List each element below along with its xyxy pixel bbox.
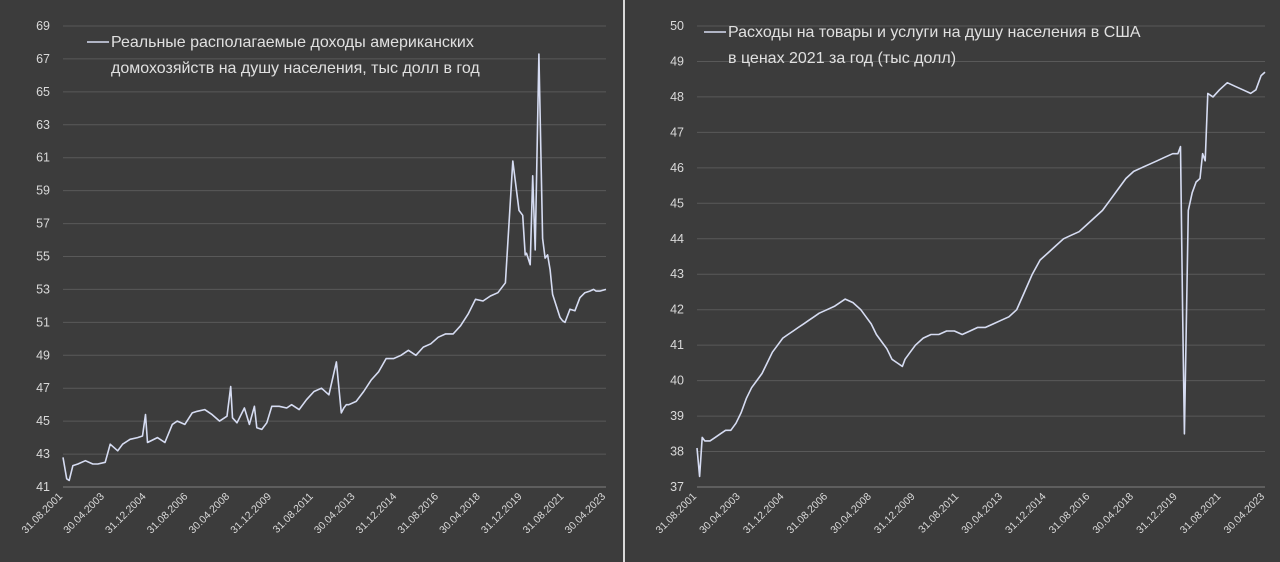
- x-tick-label: 30.04.2013: [312, 491, 358, 537]
- x-tick-label: 31.08.2016: [395, 491, 441, 537]
- y-tick-label: 61: [36, 151, 50, 165]
- x-tick-label: 31.08.2016: [1047, 491, 1093, 537]
- y-tick-label: 57: [36, 217, 50, 231]
- x-tick-label: 31.12.2019: [479, 491, 525, 537]
- series-line: [62, 53, 607, 482]
- legend-label: Расходы на товары и услуги на душу насел…: [728, 24, 1141, 41]
- legend-label: в ценах 2021 за год (тыс долл): [728, 50, 956, 67]
- y-tick-label: 53: [36, 282, 50, 296]
- series-line: [696, 71, 1266, 478]
- y-tick-label: 49: [36, 348, 50, 362]
- y-tick-label: 49: [670, 54, 684, 68]
- y-tick-label: 47: [36, 381, 50, 395]
- x-tick-label: 31.12.2004: [103, 491, 149, 537]
- x-tick-label: 31.12.2009: [228, 491, 274, 537]
- spending-chart: 373839404142434445464748495031.08.200130…: [653, 19, 1267, 537]
- y-tick-label: 59: [36, 184, 50, 198]
- x-tick-label: 30.04.2023: [562, 491, 608, 537]
- x-tick-label: 30.04.2003: [61, 491, 107, 537]
- y-tick-label: 42: [670, 303, 684, 317]
- x-tick-label: 30.04.2018: [437, 491, 483, 537]
- panel-divider: [623, 0, 625, 562]
- y-tick-label: 55: [36, 250, 50, 264]
- x-tick-label: 31.12.2019: [1134, 491, 1180, 537]
- x-tick-label: 30.04.2013: [959, 491, 1005, 537]
- x-tick-label: 30.04.2018: [1090, 491, 1136, 537]
- y-tick-label: 37: [670, 480, 684, 494]
- x-tick-label: 31.12.2004: [741, 491, 787, 537]
- legend-label: домохозяйств на душу населения, тыс долл…: [111, 60, 480, 77]
- y-tick-label: 50: [670, 19, 684, 33]
- y-tick-label: 65: [36, 85, 50, 99]
- x-tick-label: 31.08.2021: [1178, 491, 1224, 537]
- x-tick-label: 30.04.2003: [697, 491, 743, 537]
- x-tick-label: 30.04.2008: [187, 491, 233, 537]
- y-tick-label: 63: [36, 118, 50, 132]
- y-tick-label: 43: [670, 267, 684, 281]
- y-tick-label: 41: [36, 480, 50, 494]
- y-tick-label: 48: [670, 90, 684, 104]
- y-tick-label: 47: [670, 125, 684, 139]
- income-chart: 41 43 45 47 49 51 53 55 57 59 61 63 65 67 69 31.08.2001…: [19, 19, 608, 537]
- x-tick-label: 31.08.2006: [785, 491, 831, 537]
- y-tick-label: 38: [670, 445, 684, 459]
- x-tick-label: 30.04.2023: [1221, 491, 1267, 537]
- x-tick-label: 31.08.2011: [271, 491, 316, 536]
- x-tick-label: 31.12.2014: [354, 491, 400, 537]
- y-tick-label: 45: [36, 414, 50, 428]
- x-tick-label: 31.08.2006: [145, 491, 191, 537]
- x-tick-label: 31.12.2014: [1003, 491, 1049, 537]
- x-tick-label: 30.04.2008: [828, 491, 874, 537]
- y-tick-label: 46: [670, 161, 684, 175]
- x-tick-label: 31.08.2001: [19, 491, 65, 537]
- y-tick-label: 44: [670, 232, 684, 246]
- x-tick-label: 31.08.2011: [916, 491, 961, 536]
- x-tick-label: 31.12.2009: [872, 491, 918, 537]
- x-tick-label: 31.08.2001: [653, 491, 699, 537]
- y-tick-label: 40: [670, 374, 684, 388]
- y-tick-label: 43: [36, 447, 50, 461]
- income-chart-panel: 41 43 45 47 49 51 53 55 57 59 61 63 65 67 69 31.08.2001…: [0, 0, 623, 562]
- y-tick-label: 67: [36, 52, 50, 66]
- y-tick-label: 51: [36, 315, 50, 329]
- y-tick-label: 45: [670, 196, 684, 210]
- legend-label: Реальные располагаемые доходы американск…: [111, 34, 474, 51]
- x-tick-label: 31.08.2021: [521, 491, 567, 537]
- spending-chart-panel: 37 38 39 40 41 42 43 44 45 46 47 48 49 50 31.08.2001 30…: [625, 0, 1280, 562]
- y-tick-label: 69: [36, 19, 50, 33]
- y-tick-label: 41: [670, 338, 684, 352]
- y-tick-label: 39: [670, 409, 684, 423]
